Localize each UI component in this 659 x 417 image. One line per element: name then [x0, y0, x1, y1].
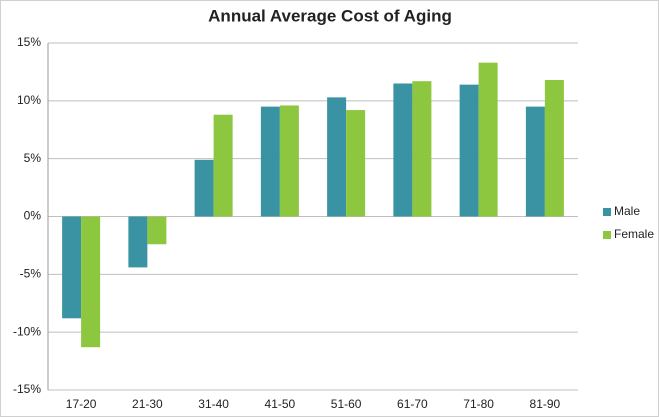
bar [147, 216, 167, 245]
y-tick-label: 0% [24, 209, 42, 223]
y-tick-label: -10% [13, 324, 41, 338]
bar [412, 81, 432, 217]
bar [478, 62, 498, 217]
y-tick-label: -15% [13, 382, 41, 396]
bar [213, 114, 233, 217]
bar [544, 80, 564, 217]
bar [128, 216, 148, 268]
x-tick-label: 21-30 [132, 397, 163, 411]
bar [260, 106, 280, 217]
bar [346, 110, 366, 217]
legend-swatch [603, 208, 611, 216]
bar [525, 106, 545, 217]
x-tick-label: 41-50 [265, 397, 296, 411]
legend-swatch [603, 231, 611, 239]
chart-title: Annual Average Cost of Aging [208, 6, 452, 25]
x-tick-label: 81-90 [530, 397, 561, 411]
y-tick-label: 5% [24, 151, 42, 165]
y-tick-label: -5% [20, 267, 42, 281]
bar [81, 216, 101, 348]
legend-label: Male [614, 204, 640, 218]
bar [459, 84, 479, 217]
x-tick-label: 61-70 [397, 397, 428, 411]
y-tick-label: 10% [17, 93, 41, 107]
x-tick-label: 71-80 [463, 397, 494, 411]
bar [279, 105, 299, 217]
x-tick-label: 31-40 [198, 397, 229, 411]
y-tick-label: 15% [17, 35, 41, 49]
legend-label: Female [614, 227, 654, 241]
bar [194, 159, 214, 217]
bar [62, 216, 82, 319]
x-tick-label: 51-60 [331, 397, 362, 411]
bar [327, 97, 347, 217]
x-tick-label: 17-20 [66, 397, 97, 411]
bar [393, 83, 413, 217]
